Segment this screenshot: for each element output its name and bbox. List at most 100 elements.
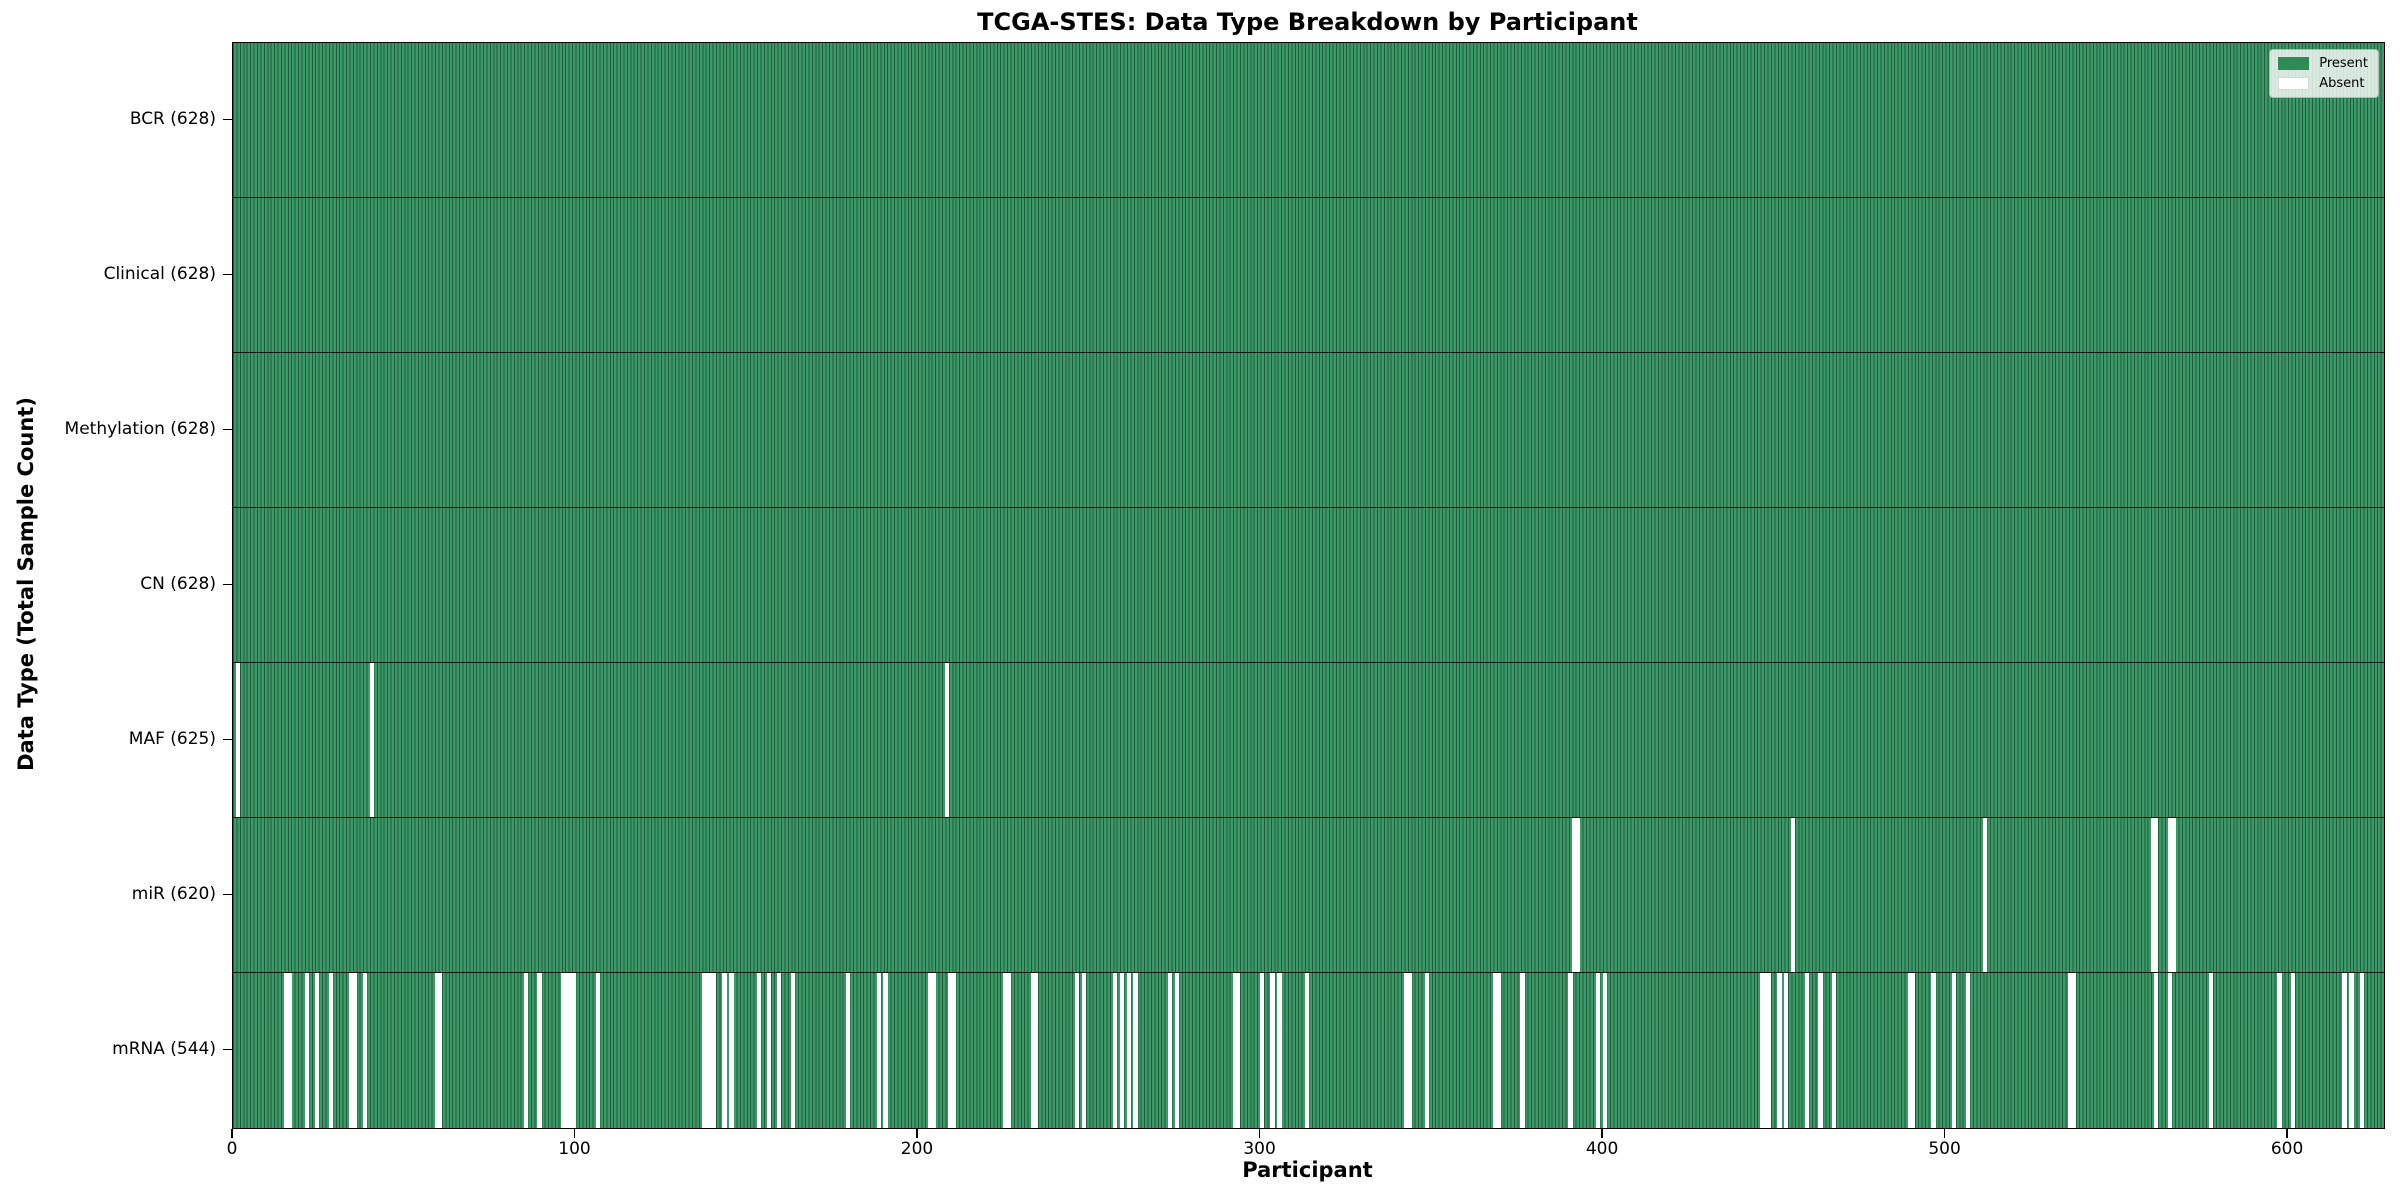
absent-stripe bbox=[1119, 973, 1124, 1128]
absent-stripe bbox=[1424, 973, 1429, 1128]
absent-stripe bbox=[1496, 973, 1501, 1128]
absent-stripe bbox=[1304, 973, 1309, 1128]
absent-stripe bbox=[766, 973, 772, 1128]
heatmap-row-mRNA bbox=[233, 973, 2384, 1128]
y-tick-mark bbox=[223, 583, 232, 586]
absent-stripe bbox=[2150, 818, 2155, 972]
y-tick-mark bbox=[223, 738, 232, 741]
heatmap-row-miR bbox=[233, 818, 2384, 973]
x-tick-mark bbox=[916, 1128, 918, 1138]
absent-stripe bbox=[1952, 973, 1957, 1128]
y-tick-label-CN: CN (628) bbox=[140, 573, 216, 594]
absent-stripe bbox=[328, 973, 333, 1128]
absent-stripe bbox=[927, 973, 933, 1128]
x-axis-label: Participant bbox=[1242, 1158, 1373, 1182]
absent-stripe bbox=[2342, 973, 2347, 1128]
legend-absent-label: Absent bbox=[2319, 76, 2365, 91]
absent-stripe bbox=[304, 973, 309, 1128]
heatmap-row-Clinical bbox=[233, 198, 2384, 353]
absent-stripe bbox=[2208, 973, 2214, 1128]
y-tick-label-mRNA: mRNA (544) bbox=[112, 1038, 216, 1059]
y-tick-mark bbox=[223, 893, 232, 896]
absent-stripe bbox=[1804, 973, 1810, 1128]
absent-stripe bbox=[1174, 973, 1179, 1128]
y-tick-mark bbox=[223, 118, 232, 121]
plot-area: Present Absent bbox=[232, 42, 2385, 1129]
x-tick-label: 0 bbox=[226, 1139, 238, 1159]
y-tick-mark bbox=[223, 1048, 232, 1051]
x-tick-label: 300 bbox=[1243, 1139, 1276, 1159]
absent-stripe bbox=[945, 663, 950, 817]
absent-stripe bbox=[1167, 973, 1172, 1128]
absent-stripe bbox=[1931, 973, 1936, 1128]
absent-stripe bbox=[1030, 973, 1035, 1128]
absent-stripe bbox=[777, 973, 782, 1128]
absent-stripe bbox=[883, 973, 888, 1128]
absent-swatch-icon bbox=[2278, 77, 2310, 90]
absent-stripe bbox=[2349, 973, 2354, 1128]
absent-stripe bbox=[2167, 818, 2173, 972]
absent-stripe bbox=[1520, 973, 1525, 1128]
absent-stripe bbox=[1270, 973, 1275, 1128]
y-tick-label-MAF: MAF (625) bbox=[128, 728, 216, 749]
absent-stripe bbox=[523, 973, 529, 1128]
heatmap-row-CN bbox=[233, 508, 2384, 663]
absent-stripe bbox=[1407, 973, 1412, 1128]
absent-stripe bbox=[314, 973, 320, 1128]
legend-entry-absent: Absent bbox=[2278, 76, 2368, 91]
absent-stripe bbox=[352, 973, 357, 1128]
y-tick-mark bbox=[223, 428, 232, 431]
absent-stripe bbox=[1982, 818, 1988, 972]
absent-stripe bbox=[1818, 973, 1823, 1128]
chart-title: TCGA-STES: Data Type Breakdown by Partic… bbox=[977, 8, 1638, 36]
absent-stripe bbox=[1260, 973, 1265, 1128]
absent-stripe bbox=[1112, 973, 1118, 1128]
absent-stripe bbox=[568, 973, 573, 1128]
absent-stripe bbox=[705, 973, 710, 1128]
absent-stripe bbox=[876, 973, 881, 1128]
absent-stripe bbox=[2154, 973, 2159, 1128]
absent-stripe bbox=[1575, 818, 1580, 972]
absent-stripe bbox=[1232, 973, 1238, 1128]
absent-stripe bbox=[2071, 973, 2077, 1128]
absent-stripe bbox=[1791, 818, 1796, 972]
absent-stripe bbox=[283, 973, 289, 1128]
absent-stripe bbox=[2359, 973, 2364, 1128]
x-tick-label: 100 bbox=[558, 1139, 591, 1159]
absent-stripe bbox=[712, 973, 717, 1128]
x-tick-mark bbox=[2286, 1128, 2288, 1138]
x-tick-label: 500 bbox=[1928, 1139, 1961, 1159]
absent-stripe bbox=[931, 973, 936, 1128]
absent-stripe bbox=[845, 973, 850, 1128]
present-swatch-icon bbox=[2278, 57, 2310, 70]
absent-stripe bbox=[1404, 973, 1409, 1128]
absent-stripe bbox=[1003, 973, 1008, 1128]
y-tick-mark bbox=[223, 273, 232, 276]
x-tick-label: 200 bbox=[900, 1139, 934, 1159]
absent-stripe bbox=[434, 973, 439, 1128]
y-tick-label-miR: miR (620) bbox=[131, 883, 216, 904]
absent-stripe bbox=[1832, 973, 1837, 1128]
absent-stripe bbox=[537, 973, 542, 1128]
heatmap-row-BCR bbox=[233, 43, 2384, 198]
absent-stripe bbox=[1493, 973, 1498, 1128]
absent-stripe bbox=[1602, 973, 1607, 1128]
absent-stripe bbox=[287, 973, 292, 1128]
absent-stripe bbox=[1571, 818, 1577, 972]
heatmap-row-MAF bbox=[233, 663, 2384, 818]
x-tick-mark bbox=[1258, 1128, 1261, 1138]
y-tick-label-Methylation: Methylation (628) bbox=[64, 418, 216, 439]
absent-stripe bbox=[561, 973, 566, 1128]
absent-stripe bbox=[951, 973, 957, 1128]
absent-stripe bbox=[564, 973, 570, 1128]
absent-stripe bbox=[1784, 973, 1789, 1128]
absent-stripe bbox=[349, 973, 354, 1128]
absent-stripe bbox=[1006, 973, 1011, 1128]
absent-stripe bbox=[722, 973, 727, 1128]
absent-stripe bbox=[1965, 973, 1971, 1128]
absent-stripe bbox=[1082, 973, 1087, 1128]
heatmap-row-Methylation bbox=[233, 353, 2384, 508]
absent-stripe bbox=[1236, 973, 1241, 1128]
absent-stripe bbox=[2154, 818, 2159, 972]
legend: Present Absent bbox=[2269, 49, 2379, 98]
